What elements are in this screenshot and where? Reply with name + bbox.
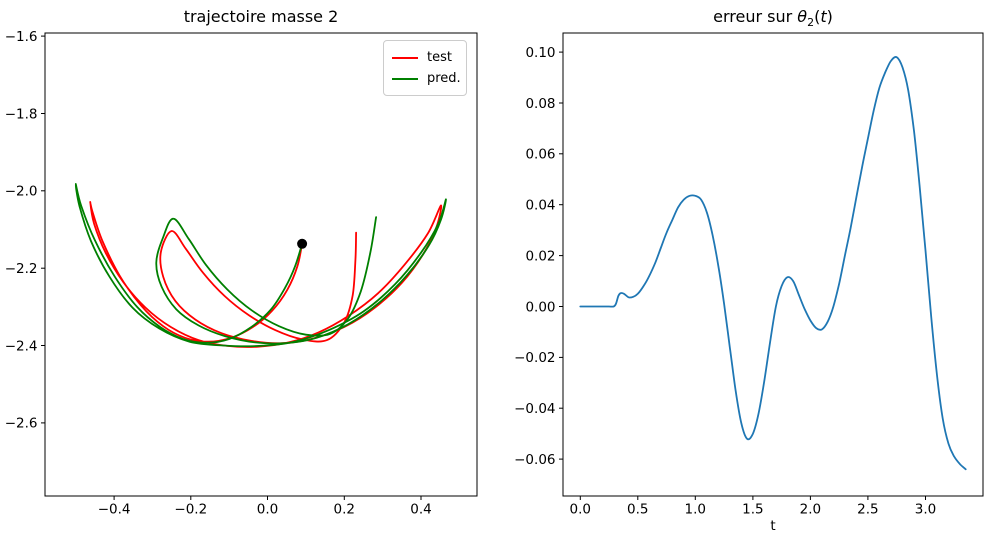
legend-line-pred (392, 77, 418, 80)
x-tick-label: 0.0 (570, 502, 591, 518)
legend-line-test (392, 56, 418, 59)
y-tick-label: 0.08 (525, 96, 555, 112)
y-tick-label: 0.10 (525, 45, 555, 61)
legend-label: test (427, 50, 452, 65)
right-plot-xlabel: t (770, 518, 776, 534)
y-tick-label: 0.00 (525, 299, 555, 315)
y-tick-label: −2.6 (5, 416, 38, 432)
y-tick-label: −1.6 (5, 29, 38, 45)
left-plot-title: trajectoire masse 2 (183, 7, 339, 26)
legend-label: pred. (427, 71, 461, 86)
x-tick-label: 1.0 (685, 502, 706, 518)
y-tick-label: −0.06 (514, 452, 555, 468)
theta-symbol: θ (797, 7, 808, 26)
y-tick-label: −2.0 (5, 184, 38, 200)
axes-border (44, 32, 478, 497)
y-tick-label: −1.8 (5, 106, 38, 122)
paren-close: ) (826, 7, 833, 26)
right-title-prefix: erreur sur (713, 7, 798, 26)
x-tick-label: 0.5 (627, 502, 648, 518)
time-variable: t (820, 7, 827, 26)
theta-subscript: 2 (807, 16, 815, 30)
y-tick-label: −2.2 (5, 261, 38, 277)
y-tick-label: −0.02 (514, 350, 555, 366)
legend-row: pred. (392, 68, 461, 89)
pred-curve (74, 182, 447, 348)
erreur-curve (579, 56, 967, 471)
legend-row: test (392, 47, 459, 68)
x-tick-label: 0.2 (334, 502, 355, 518)
x-tick-label: 0.0 (257, 502, 278, 518)
y-tick-label: 0.04 (525, 198, 555, 214)
x-tick-label: −0.4 (98, 502, 131, 518)
paren-open: ( (814, 7, 821, 26)
x-tick-label: 0.4 (410, 502, 431, 518)
y-tick-label: −0.04 (514, 401, 555, 417)
start-marker (297, 238, 308, 249)
y-tick-label: 0.02 (525, 248, 555, 264)
axes-border (562, 32, 984, 497)
x-tick-label: −0.2 (174, 502, 207, 518)
x-tick-label: 1.5 (742, 502, 763, 518)
x-tick-label: 2.0 (800, 502, 821, 518)
legend-box: test pred. (383, 40, 467, 96)
x-tick-label: 2.5 (857, 502, 878, 518)
y-tick-label: 0.06 (525, 147, 555, 163)
test-curve (89, 201, 443, 348)
right-plot-title: erreur sur θ2(t) (563, 7, 983, 29)
y-tick-label: −2.4 (5, 338, 38, 354)
x-tick-label: 3.0 (915, 502, 936, 518)
